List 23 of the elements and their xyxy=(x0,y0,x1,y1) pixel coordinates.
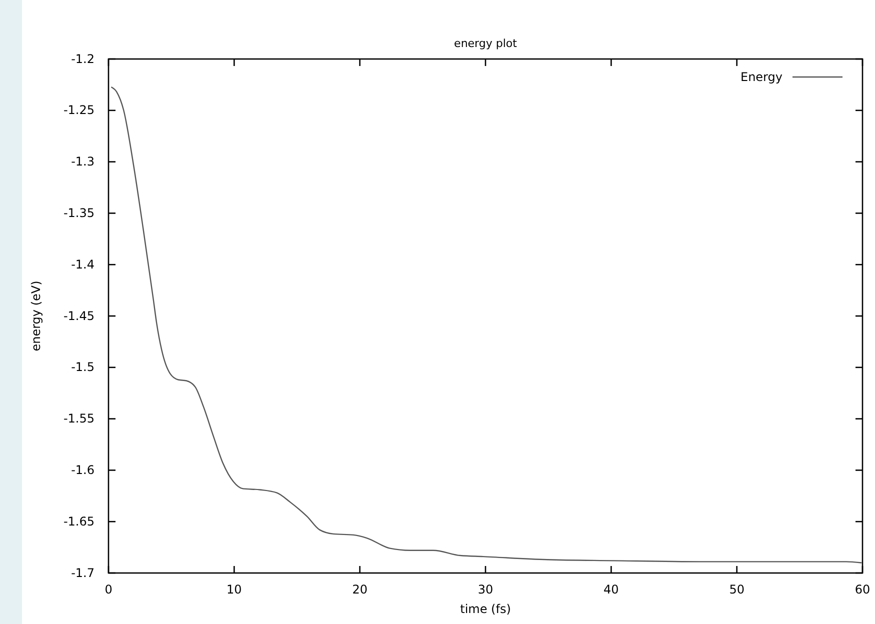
x-tick-label: 30 xyxy=(478,582,494,597)
x-tick-label: 50 xyxy=(729,582,744,597)
y-tick-label: -1.25 xyxy=(63,103,94,118)
chart-title: energy plot xyxy=(454,37,518,50)
x-tick-label: 10 xyxy=(226,582,242,597)
y-tick-label: -1.3 xyxy=(71,154,94,169)
x-tick-label: 40 xyxy=(604,582,619,597)
line-series xyxy=(111,86,862,564)
x-tick-label: 20 xyxy=(352,582,368,597)
y-tick-label: -1.7 xyxy=(71,566,94,580)
y-tick-label: -1.45 xyxy=(63,308,94,323)
y-tick-label: -1.6 xyxy=(71,463,94,478)
y-tick-label: -1.2 xyxy=(71,52,94,66)
y-tick-label: -1.5 xyxy=(71,360,94,374)
y-tick-label: -1.65 xyxy=(63,514,94,528)
y-axis-title: energy (eV) xyxy=(29,280,43,352)
y-tick-label: -1.55 xyxy=(63,412,94,426)
x-tick-label: 60 xyxy=(854,582,870,597)
y-tick-label: -1.4 xyxy=(71,257,94,272)
legend-label: Energy xyxy=(740,70,782,84)
x-axis-title: time (fs) xyxy=(460,602,511,616)
y-tick-label: -1.35 xyxy=(63,206,94,220)
x-tick-label: 0 xyxy=(104,582,112,597)
